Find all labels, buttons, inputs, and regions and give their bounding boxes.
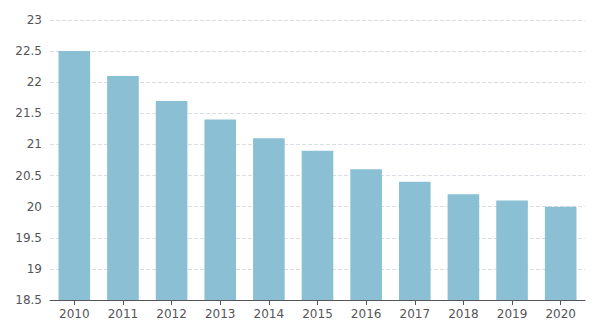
svg-text:2014: 2014 xyxy=(254,307,285,321)
svg-text:2011: 2011 xyxy=(108,307,139,321)
svg-text:2012: 2012 xyxy=(156,307,187,321)
svg-text:2010: 2010 xyxy=(59,307,90,321)
svg-text:2013: 2013 xyxy=(205,307,236,321)
svg-text:2016: 2016 xyxy=(351,307,382,321)
svg-text:21: 21 xyxy=(27,137,42,151)
svg-text:2017: 2017 xyxy=(399,307,430,321)
svg-text:20: 20 xyxy=(27,200,42,214)
svg-text:20.5: 20.5 xyxy=(15,169,42,183)
svg-text:19.5: 19.5 xyxy=(15,231,42,245)
svg-text:2015: 2015 xyxy=(302,307,333,321)
svg-text:2018: 2018 xyxy=(448,307,479,321)
svg-text:19: 19 xyxy=(27,262,42,276)
svg-text:2019: 2019 xyxy=(497,307,528,321)
svg-text:23: 23 xyxy=(27,13,42,27)
svg-text:2020: 2020 xyxy=(545,307,576,321)
svg-text:18.5: 18.5 xyxy=(15,293,42,307)
svg-text:21.5: 21.5 xyxy=(15,106,42,120)
svg-text:22: 22 xyxy=(27,75,42,89)
svg-text:22.5: 22.5 xyxy=(15,44,42,58)
